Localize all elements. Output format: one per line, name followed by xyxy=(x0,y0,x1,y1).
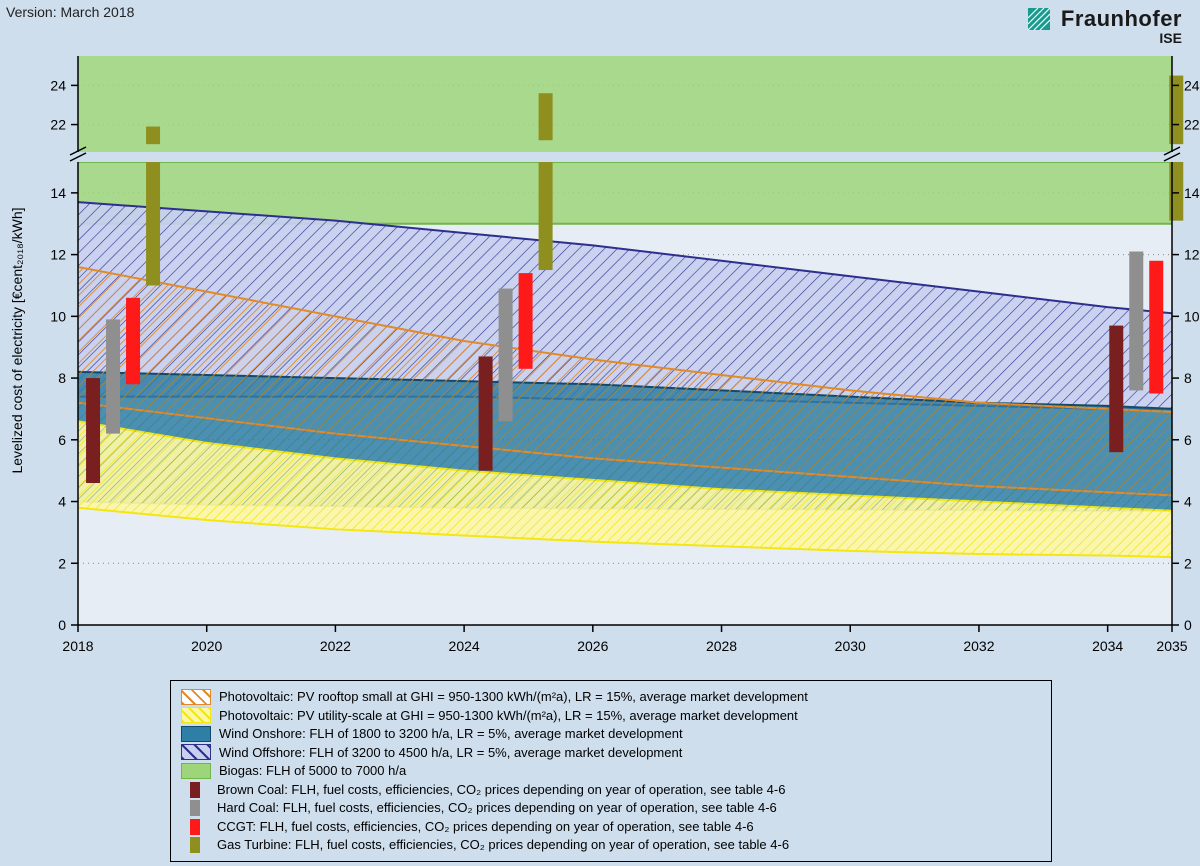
svg-text:2030: 2030 xyxy=(835,638,866,654)
legend-text: Photovoltaic: PV rooftop small at GHI = … xyxy=(219,688,808,706)
legend-text: Wind Offshore: FLH of 3200 to 4500 h/a, … xyxy=(219,744,682,762)
svg-text:24: 24 xyxy=(50,77,66,93)
svg-text:0: 0 xyxy=(1184,617,1192,633)
svg-text:2026: 2026 xyxy=(577,638,608,654)
legend-row: Hard Coal: FLH, fuel costs, efficiencies… xyxy=(181,799,1041,817)
svg-text:12: 12 xyxy=(1184,247,1200,263)
svg-text:2032: 2032 xyxy=(963,638,994,654)
svg-text:22: 22 xyxy=(50,117,66,133)
legend-swatch xyxy=(181,707,211,723)
svg-text:8: 8 xyxy=(58,370,66,386)
legend-row: Photovoltaic: PV rooftop small at GHI = … xyxy=(181,688,1041,706)
legend-bar xyxy=(190,800,200,816)
svg-text:4: 4 xyxy=(1184,494,1192,510)
legend-text: Brown Coal: FLH, fuel costs, efficiencie… xyxy=(217,781,785,799)
legend-text: CCGT: FLH, fuel costs, efficiencies, CO₂… xyxy=(217,818,754,836)
legend-text: Biogas: FLH of 5000 to 7000 h/a xyxy=(219,762,406,780)
legend-row: Wind Offshore: FLH of 3200 to 4500 h/a, … xyxy=(181,744,1041,762)
legend-swatch xyxy=(181,726,211,742)
legend-text: Photovoltaic: PV utility-scale at GHI = … xyxy=(219,707,798,725)
svg-text:2020: 2020 xyxy=(191,638,222,654)
legend-swatch xyxy=(181,744,211,760)
legend-swatch xyxy=(181,689,211,705)
svg-text:10: 10 xyxy=(50,308,66,324)
svg-text:22: 22 xyxy=(1184,117,1200,133)
svg-text:14: 14 xyxy=(50,185,66,201)
legend-swatch xyxy=(181,763,211,779)
legend-row: Photovoltaic: PV utility-scale at GHI = … xyxy=(181,707,1041,725)
svg-text:6: 6 xyxy=(1184,432,1192,448)
legend-text: Wind Onshore: FLH of 1800 to 3200 h/a, L… xyxy=(219,725,683,743)
svg-text:10: 10 xyxy=(1184,308,1200,324)
svg-text:24: 24 xyxy=(1184,77,1200,93)
legend-bar xyxy=(190,837,200,853)
svg-text:2018: 2018 xyxy=(62,638,93,654)
legend-row: Wind Onshore: FLH of 1800 to 3200 h/a, L… xyxy=(181,725,1041,743)
legend-bar xyxy=(190,819,200,835)
svg-text:8: 8 xyxy=(1184,370,1192,386)
legend-box: Photovoltaic: PV rooftop small at GHI = … xyxy=(170,680,1052,862)
legend-row: Brown Coal: FLH, fuel costs, efficiencie… xyxy=(181,781,1041,799)
svg-text:Levelized cost of electricity: Levelized cost of electricity [€cent₂₀₁₈… xyxy=(9,207,25,473)
svg-text:0: 0 xyxy=(58,617,66,633)
svg-text:2035: 2035 xyxy=(1156,638,1187,654)
svg-text:2028: 2028 xyxy=(706,638,737,654)
svg-text:14: 14 xyxy=(1184,185,1200,201)
svg-text:2: 2 xyxy=(1184,555,1192,571)
legend-text: Hard Coal: FLH, fuel costs, efficiencies… xyxy=(217,799,777,817)
svg-text:2024: 2024 xyxy=(449,638,480,654)
legend-text: Gas Turbine: FLH, fuel costs, efficienci… xyxy=(217,836,789,854)
svg-text:4: 4 xyxy=(58,494,66,510)
svg-text:2022: 2022 xyxy=(320,638,351,654)
legend-row: Biogas: FLH of 5000 to 7000 h/a xyxy=(181,762,1041,780)
legend-row: CCGT: FLH, fuel costs, efficiencies, CO₂… xyxy=(181,818,1041,836)
svg-text:12: 12 xyxy=(50,247,66,263)
svg-text:2034: 2034 xyxy=(1092,638,1123,654)
legend-row: Gas Turbine: FLH, fuel costs, efficienci… xyxy=(181,836,1041,854)
svg-text:6: 6 xyxy=(58,432,66,448)
legend-bar xyxy=(190,782,200,798)
svg-text:2: 2 xyxy=(58,555,66,571)
